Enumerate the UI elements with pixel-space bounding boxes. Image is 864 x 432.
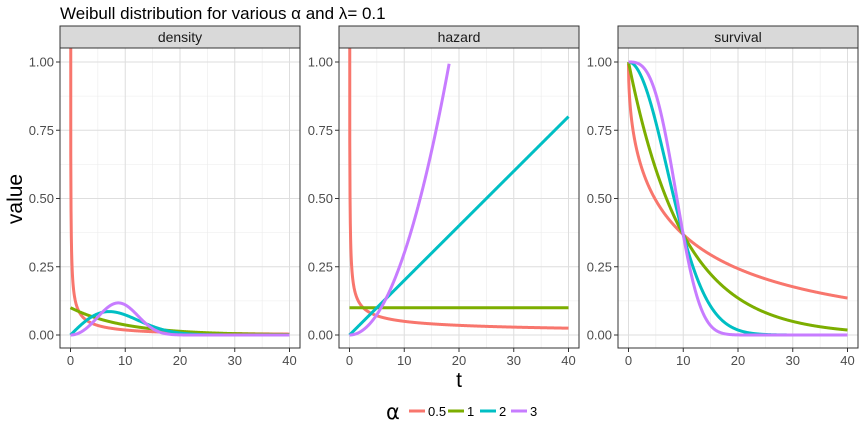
legend-label-alpha-0.5: 0.5 xyxy=(428,404,446,419)
legend-item-alpha-1: 1 xyxy=(448,404,474,419)
y-tick-label: 1.00 xyxy=(29,55,54,70)
x-tick-label: 30 xyxy=(786,353,800,368)
strip-label-hazard: hazard xyxy=(438,29,481,45)
panel-density: density 0 10 20 30 40 0.00 0.25 0.50 0.75 1.00 xyxy=(29,25,301,368)
legend-label-alpha-1: 1 xyxy=(467,404,474,419)
series-group-survival xyxy=(627,60,849,337)
legend-title: α xyxy=(386,400,400,424)
x-tick-label: 40 xyxy=(840,353,854,368)
x-tick-label: 40 xyxy=(561,353,575,368)
legend-item-alpha-2: 2 xyxy=(480,404,506,419)
x-tick-label: 10 xyxy=(397,353,411,368)
x-tick-label: 20 xyxy=(173,353,187,368)
series-line-density-alpha-3 xyxy=(69,301,291,337)
series-line-survival-alpha-1 xyxy=(627,61,849,332)
x-axis-title: t xyxy=(456,369,462,392)
y-tick-label: 0.25 xyxy=(308,259,333,274)
x-tick-label: 10 xyxy=(118,353,132,368)
panel-hazard: hazard 0 10 20 30 40 0.00 0.25 0.50 0.75 1.00 xyxy=(308,25,580,368)
legend-label-alpha-3: 3 xyxy=(530,404,537,419)
legend-items: 0.5 1 2 3 xyxy=(409,404,537,419)
series-group-density xyxy=(69,48,291,337)
y-tick-label: 0.50 xyxy=(308,191,333,206)
x-tick-label: 0 xyxy=(625,353,632,368)
x-tick-label: 30 xyxy=(507,353,521,368)
y-tick-label: 0.00 xyxy=(308,328,333,343)
y-tick-label: 0.25 xyxy=(587,259,612,274)
x-tick-label: 0 xyxy=(67,353,74,368)
chart-title: Weibull distribution for various α and λ… xyxy=(60,4,386,23)
legend-item-alpha-0.5: 0.5 xyxy=(409,404,446,419)
y-tick-label: 0.25 xyxy=(29,259,54,274)
grid-density xyxy=(60,48,300,348)
y-tick-label: 0.50 xyxy=(29,191,54,206)
y-tick-label: 0.75 xyxy=(29,123,54,138)
y-tick-label: 1.00 xyxy=(308,55,333,70)
series-line-hazard-alpha-3 xyxy=(348,62,451,337)
x-tick-label: 0 xyxy=(346,353,353,368)
legend-label-alpha-2: 2 xyxy=(499,404,506,419)
series-line-survival-alpha-3 xyxy=(627,60,849,337)
series-group-hazard xyxy=(348,48,570,337)
x-tick-label: 40 xyxy=(282,353,296,368)
grid-hazard xyxy=(339,48,579,348)
x-tick-label: 30 xyxy=(228,353,242,368)
strip-label-density: density xyxy=(158,29,202,45)
x-tick-label: 20 xyxy=(731,353,745,368)
y-tick-label: 0.75 xyxy=(587,123,612,138)
y-tick-label: 0.00 xyxy=(587,328,612,343)
y-tick-label: 0.75 xyxy=(308,123,333,138)
series-line-survival-alpha-0.5 xyxy=(627,63,849,300)
legend: α 0.5 1 2 3 xyxy=(386,400,537,424)
legend-item-alpha-3: 3 xyxy=(511,404,537,419)
strip-label-survival: survival xyxy=(714,29,761,45)
x-tick-label: 20 xyxy=(452,353,466,368)
y-tick-label: 0.50 xyxy=(587,191,612,206)
y-axis-title: value xyxy=(4,174,27,224)
x-tick-label: 10 xyxy=(676,353,690,368)
y-tick-label: 0.00 xyxy=(29,328,54,343)
series-line-hazard-alpha-0.5 xyxy=(348,48,570,330)
panel-survival: survival 0 10 20 30 40 0.00 0.25 0.50 0.75 1.00 xyxy=(587,25,859,368)
y-tick-label: 1.00 xyxy=(587,55,612,70)
